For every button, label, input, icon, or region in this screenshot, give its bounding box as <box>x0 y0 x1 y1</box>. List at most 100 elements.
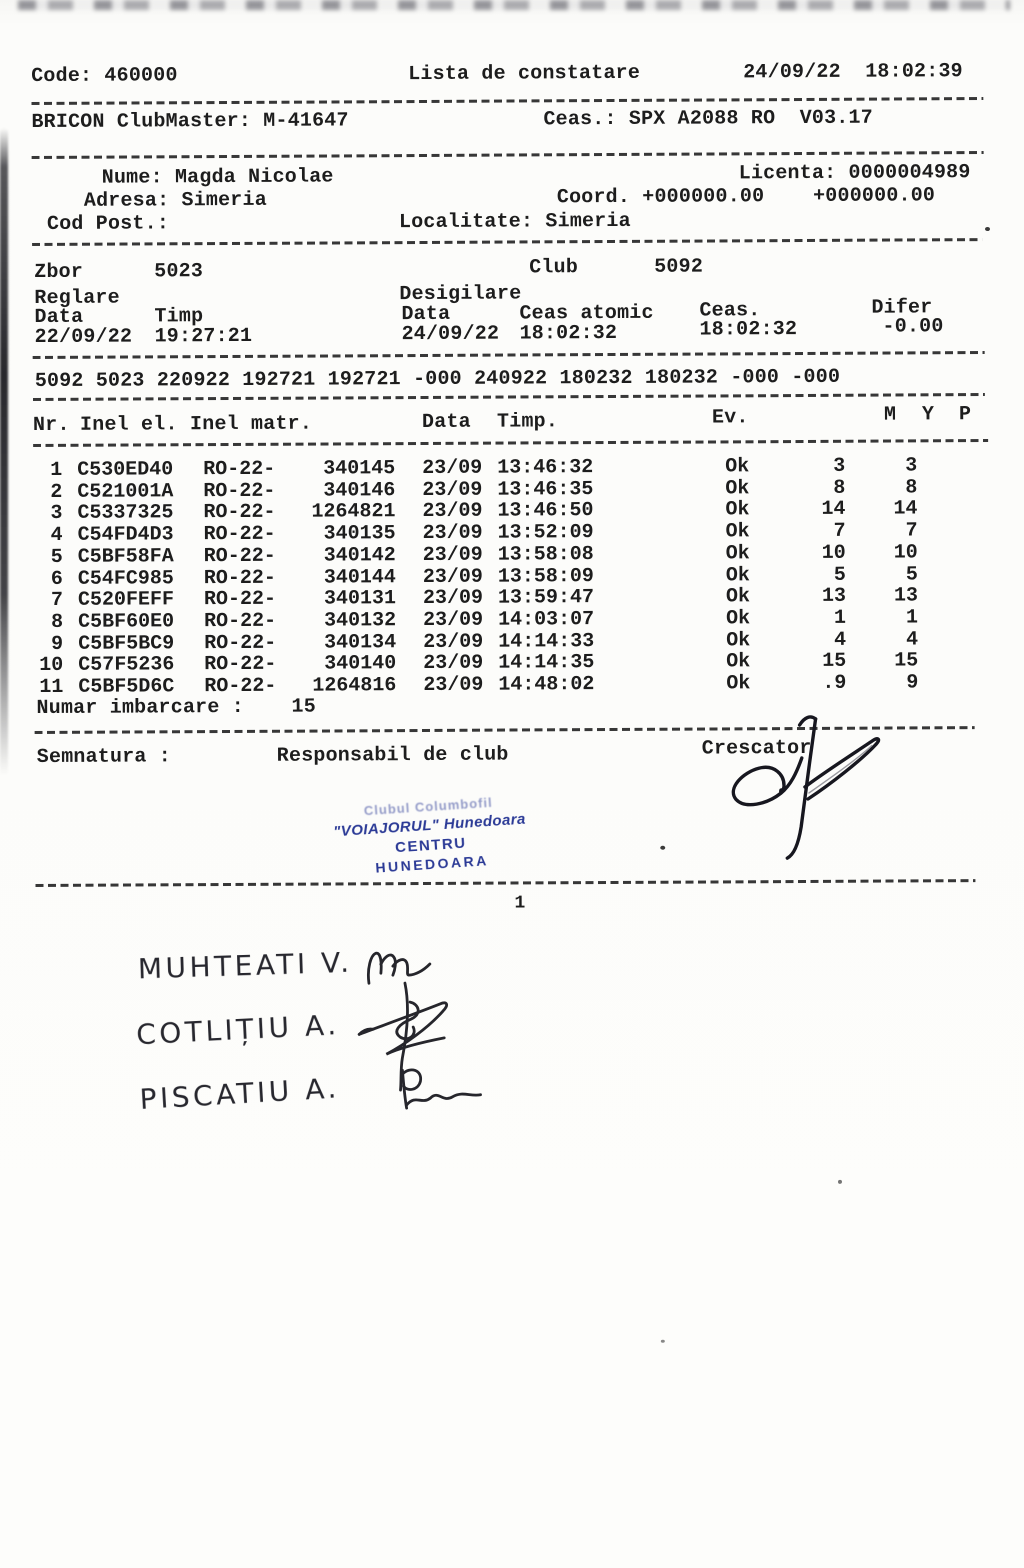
row-inel-matr: 340132 <box>323 609 397 633</box>
row-prefix: RO-22- <box>203 457 276 482</box>
row-m: 5 <box>833 563 846 587</box>
row-timp: 13:58:09 <box>497 564 594 589</box>
row-inel-el: C521001A <box>77 479 174 504</box>
ceas-atomic-value: 18:02:32 <box>519 321 618 346</box>
numar-imbarcare-value: 15 <box>291 695 316 719</box>
print-dot-artifact <box>985 227 991 232</box>
row-prefix: RO-22- <box>203 587 277 612</box>
handwritten-name-2: COTLIȚIU A. <box>135 1008 341 1051</box>
row-m: 8 <box>833 476 846 500</box>
row-ev: Ok <box>725 607 751 631</box>
dashed-separator <box>31 97 984 106</box>
numar-imbarcare-label: Numar imbarcare : <box>36 695 245 721</box>
member-signature-1 <box>367 951 432 985</box>
print-dot-artifact <box>660 845 666 850</box>
page-number: 1 <box>514 893 526 914</box>
difer-value: -0.00 <box>882 315 944 339</box>
dashed-separator <box>34 726 975 735</box>
page-title: Lista de constatare <box>408 61 641 87</box>
handwritten-name-3: PISCATIU A. <box>138 1071 341 1116</box>
dashed-separator <box>32 393 985 402</box>
row-nr: 9 <box>51 632 64 656</box>
row-inel-matr: 340142 <box>323 543 396 568</box>
raw-control-line: 5092 5023 220922 192721 192721 -000 2409… <box>34 365 841 394</box>
col-header-m: M <box>883 403 897 427</box>
row-ev: Ok <box>725 585 751 609</box>
row-inel-matr: 340140 <box>324 652 397 676</box>
row-nr: 6 <box>50 567 63 591</box>
row-ev: Ok <box>725 455 750 479</box>
row-y: 3 <box>905 454 918 478</box>
print-dot-artifact <box>660 1339 665 1343</box>
row-nr: 3 <box>50 502 63 526</box>
row-timp: 14:14:35 <box>498 651 595 675</box>
row-prefix: RO-22- <box>203 522 276 547</box>
license-number: Licenta: 0000004989 <box>738 161 971 186</box>
row-y: 8 <box>905 476 918 500</box>
coordinates: Coord. +000000.00 +000000.00 <box>556 184 936 210</box>
row-m: 10 <box>821 541 846 565</box>
dashed-separator <box>32 238 983 247</box>
row-data: 23/09 <box>423 673 484 697</box>
row-m: 4 <box>834 628 847 652</box>
row-inel-el: C5BF58FA <box>77 545 174 569</box>
device-id: BRICON ClubMaster: M-41647 <box>31 109 349 135</box>
row-ev: Ok <box>726 672 751 696</box>
row-data: 23/09 <box>422 521 483 546</box>
row-y: 15 <box>894 649 919 673</box>
row-inel-matr: 340145 <box>323 457 396 481</box>
row-data: 23/09 <box>422 500 483 524</box>
row-y: 1 <box>905 606 919 630</box>
row-timp: 13:46:50 <box>497 499 594 523</box>
row-data: 23/09 <box>422 586 484 611</box>
postal-code: Cod Post.: <box>46 212 170 236</box>
clock-model: Ceas.: SPX A2088 RO V03.17 <box>543 106 873 132</box>
semnatura-label: Semnatura : <box>36 745 172 770</box>
col-header-ev: Ev. <box>711 406 749 430</box>
row-timp: 14:03:07 <box>497 607 595 632</box>
row-inel-matr: 1264821 <box>311 500 396 524</box>
row-prefix: RO-22- <box>204 631 277 655</box>
row-m: 13 <box>821 584 846 609</box>
dashed-separator <box>32 351 985 360</box>
row-timp: 14:14:33 <box>498 629 595 654</box>
row-data: 23/09 <box>422 456 483 480</box>
row-y: 13 <box>893 584 918 608</box>
row-inel-matr: 1264816 <box>312 674 397 698</box>
row-inel-matr: 340131 <box>323 587 397 611</box>
col-header-nr: Nr. <box>32 413 70 438</box>
row-inel-el: C54FD4D3 <box>77 523 174 547</box>
row-timp: 13:59:47 <box>497 586 595 610</box>
row-nr: 1 <box>50 458 63 482</box>
locality: Localitate: Simeria <box>398 209 631 235</box>
handwritten-name-1: MUHTEATI V. <box>137 945 354 986</box>
row-nr: 10 <box>39 654 64 678</box>
row-inel-el: C530ED40 <box>77 458 174 482</box>
row-y: 7 <box>905 519 918 543</box>
row-inel-el: C5BF60E0 <box>77 610 175 634</box>
row-prefix: RO-22- <box>203 544 276 568</box>
col-header-data: Data <box>421 410 471 434</box>
row-inel-matr: 340135 <box>323 522 396 546</box>
col-header-y: Y <box>921 403 935 427</box>
row-inel-el: C54FC985 <box>77 566 174 591</box>
member-signature-3 <box>401 1068 482 1110</box>
row-prefix: RO-22- <box>203 501 276 525</box>
row-timp: 13:46:35 <box>497 477 594 502</box>
row-prefix: RO-22- <box>204 674 277 699</box>
row-m: 3 <box>833 454 846 478</box>
ceas-value: 18:02:32 <box>699 318 798 342</box>
row-y: 14 <box>893 497 918 521</box>
responsabil-label: Responsabil de club <box>276 743 509 768</box>
row-nr: 2 <box>50 480 63 504</box>
row-timp: 13:58:08 <box>497 542 594 567</box>
row-ev: Ok <box>725 520 750 544</box>
row-nr: 11 <box>39 675 64 700</box>
code-value: Code: 460000 <box>31 64 178 89</box>
row-inel-el: C5BF5BC9 <box>78 631 175 656</box>
crescator-label: Crescator <box>701 736 812 761</box>
row-ev: Ok <box>726 628 751 653</box>
member-signature-2 <box>357 981 448 1092</box>
row-data: 23/09 <box>422 478 483 502</box>
